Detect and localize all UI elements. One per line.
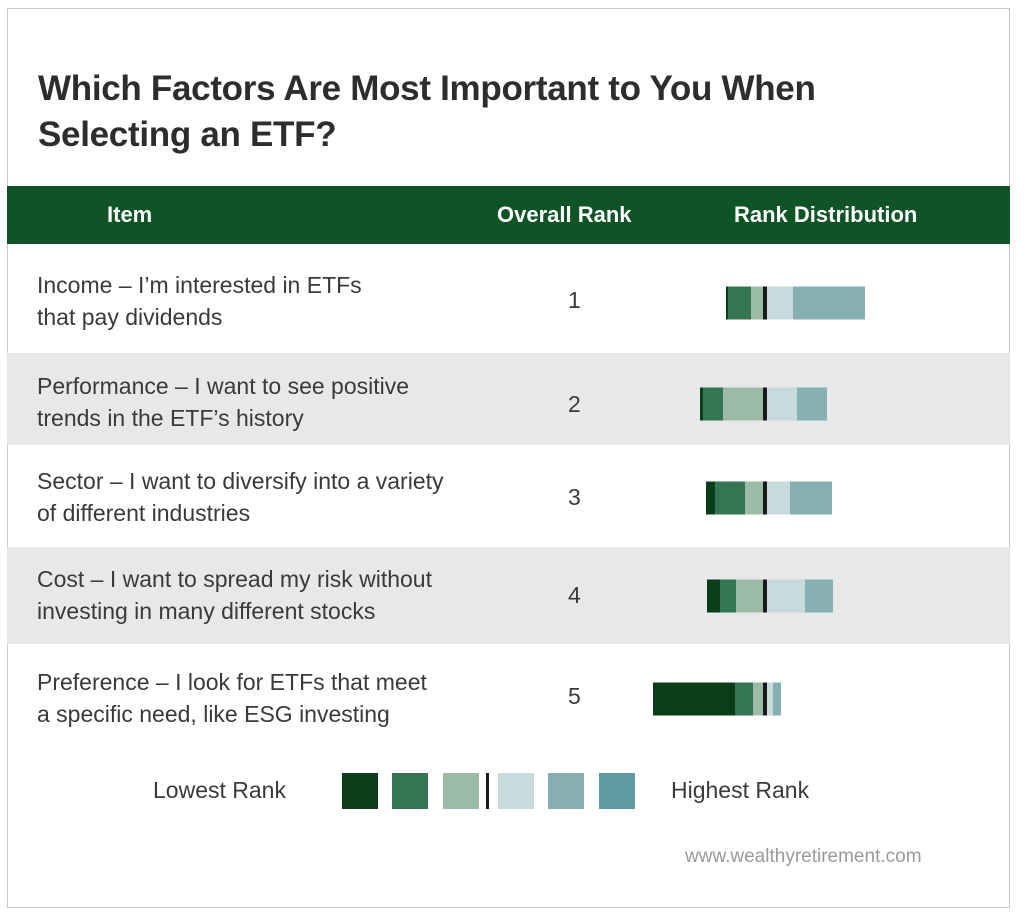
bar-segment-rank-3 [751, 286, 765, 320]
table-row: Performance – I want to see positive tre… [7, 353, 1010, 445]
row-rank: 4 [568, 582, 581, 608]
bar-center-divider [763, 682, 767, 716]
bar-segment-rank-3 [745, 481, 765, 515]
legend-low-label: Lowest Rank [153, 777, 286, 803]
row-item-text: Preference – I look for ETFs that meet a… [37, 669, 427, 727]
bar-left-edge [700, 387, 702, 421]
bar-segment-rank-1 [706, 481, 715, 515]
row-rank: 1 [568, 287, 581, 313]
chart-frame [7, 8, 1010, 908]
bar-segment-rank-4 [765, 682, 773, 716]
bar-segment-rank-5 [790, 481, 832, 515]
bar-center-divider [763, 481, 767, 515]
row-item-text: Cost – I want to spread my risk without … [37, 566, 432, 624]
bar-segment-rank-2 [720, 579, 736, 613]
bar-segment-rank-4 [765, 387, 797, 421]
bar-segment-rank-5 [805, 579, 833, 613]
legend-high-label: Highest Rank [671, 777, 810, 803]
source-credit: www.wealthyretirement.com [685, 846, 922, 867]
bar-center-divider [763, 579, 767, 613]
legend-swatch-2 [392, 773, 428, 809]
bar-left-edge [706, 481, 708, 515]
legend-swatch-6 [599, 773, 635, 809]
bar-left-edge [707, 579, 709, 613]
bar-segment-rank-2 [735, 682, 753, 716]
legend-swatch-4 [498, 773, 534, 809]
bar-center-divider [763, 387, 767, 421]
chart-title: Which Factors Are Most Important to You … [38, 69, 816, 154]
bar-segment-rank-3 [736, 579, 765, 613]
bar-segment-rank-5 [793, 286, 865, 320]
bar-segment-rank-4 [765, 579, 805, 613]
table-row: Income – I’m interested in ETFs that pay… [7, 245, 1010, 353]
legend-swatch-1 [342, 773, 378, 809]
row-rank: 2 [568, 391, 581, 417]
bar-segment-rank-2 [715, 481, 745, 515]
bar-segment-rank-3 [753, 682, 765, 716]
bar-segment-rank-4 [765, 481, 790, 515]
bar-segment-rank-2 [703, 387, 723, 421]
table-header: Item Overall Rank Rank Distribution [7, 186, 1010, 244]
row-item-text: Performance – I want to see positive tre… [37, 373, 410, 431]
bar-segment-rank-5 [797, 387, 827, 421]
table-row: Sector – I want to diversify into a vari… [7, 445, 1010, 547]
bar-left-edge [726, 286, 728, 320]
bar-segment-rank-1 [653, 682, 735, 716]
row-item-text: Sector – I want to diversify into a vari… [37, 468, 444, 526]
bar-center-divider [763, 286, 767, 320]
header-overall-rank: Overall Rank [497, 202, 632, 227]
legend-swatch-3 [443, 773, 479, 809]
table-row: Cost – I want to spread my risk without … [7, 547, 1010, 644]
row-item-text: Income – I’m interested in ETFs that pay… [37, 272, 362, 330]
bar-segment-rank-5 [773, 682, 781, 716]
row-rank: 5 [568, 683, 581, 709]
header-rank-distribution: Rank Distribution [734, 202, 918, 227]
legend-divider [486, 773, 489, 809]
table-row: Preference – I look for ETFs that meet a… [7, 644, 1010, 756]
bar-segment-rank-4 [765, 286, 793, 320]
header-item: Item [107, 202, 153, 227]
legend-swatch-5 [548, 773, 584, 809]
row-rank: 3 [568, 484, 581, 510]
bar-segment-rank-3 [723, 387, 765, 421]
bar-segment-rank-1 [707, 579, 720, 613]
bar-left-edge [653, 682, 655, 716]
bar-segment-rank-2 [727, 286, 751, 320]
